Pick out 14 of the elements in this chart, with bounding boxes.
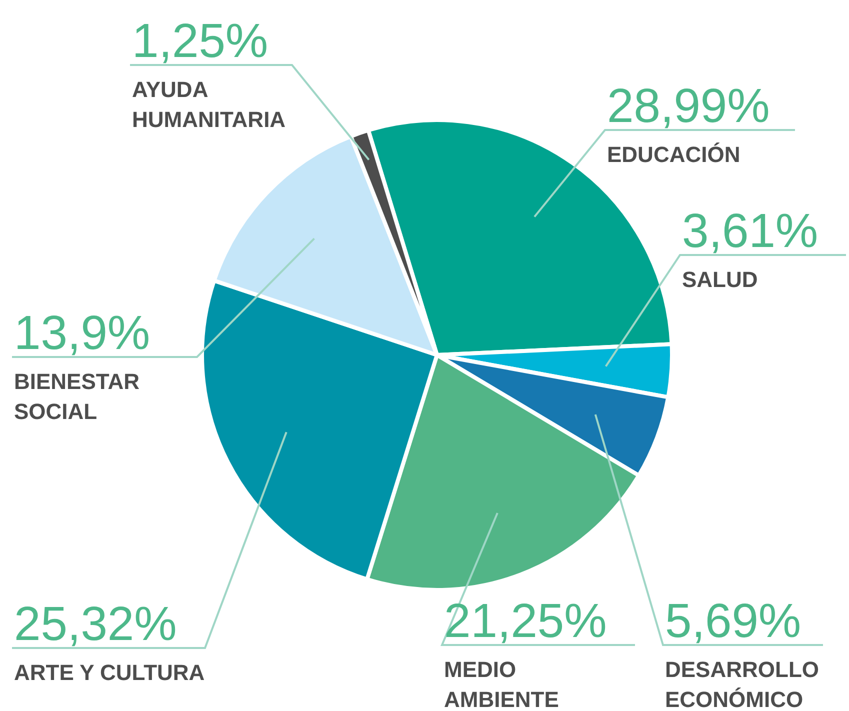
data-label: 1,25% [132,15,268,68]
slice-label: MEDIO AMBIENTE [444,657,559,711]
slice-label: SALUD [682,267,758,292]
slice-label: ARTE Y CULTURA [14,660,205,685]
slice-label: EDUCACIÓN [607,142,740,167]
slice-label: AYUDA HUMANITARIA [132,77,286,132]
data-label: 25,32% [14,598,177,651]
data-label: 3,61% [682,205,818,258]
data-label: 5,69% [665,595,802,648]
slice-label: BIENESTAR SOCIAL [14,369,140,424]
data-label: 21,25% [444,595,607,648]
data-label: 13,9% [14,307,150,360]
slice-label: DESARROLLO ECONÓMICO [665,657,819,711]
data-label: 28,99% [607,80,770,133]
